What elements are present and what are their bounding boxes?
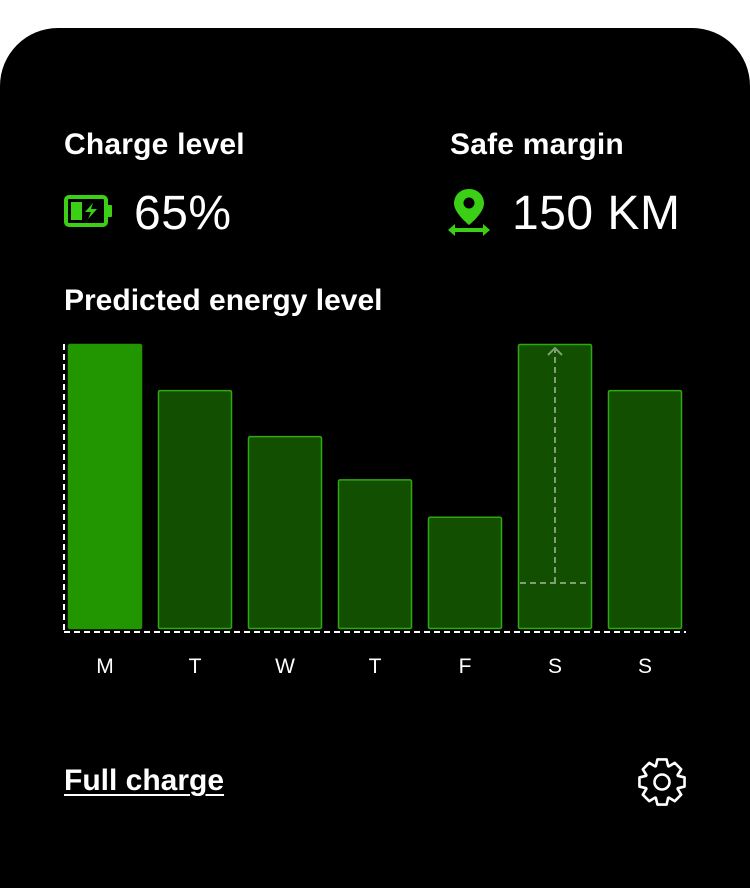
safe-margin-value: 150 KM: [512, 186, 681, 240]
chart-bar-5[interactable]: [517, 343, 593, 630]
battery-charging-icon: [64, 194, 114, 232]
charge-level-row: 65%: [64, 182, 232, 244]
chart-tick-label: W: [275, 655, 295, 678]
selected-level-arrowhead: [547, 346, 563, 356]
charge-level-label: Charge level: [64, 128, 245, 161]
chart-bar-6[interactable]: [607, 389, 683, 630]
full-charge-link[interactable]: Full charge: [64, 764, 225, 797]
safe-margin-label: Safe margin: [450, 128, 624, 161]
chart-title: Predicted energy level: [64, 284, 383, 317]
safe-margin-row: 150 KM: [446, 182, 680, 244]
gear-icon[interactable]: [634, 754, 690, 810]
chart-tick-label: T: [189, 655, 202, 678]
charge-level-value: 65%: [134, 186, 232, 240]
chart-bar-1[interactable]: [157, 389, 233, 630]
chart-bar-2[interactable]: [247, 435, 323, 630]
chart-bar-3[interactable]: [337, 479, 413, 630]
chart-bar-0[interactable]: [67, 343, 143, 630]
chart-tick-label: S: [548, 655, 562, 678]
chart-tick-label: M: [96, 655, 114, 678]
chart-tick-label: T: [369, 655, 382, 678]
chart-bar-4[interactable]: [427, 516, 503, 630]
gear-outline: [638, 758, 686, 806]
location-range-icon: [446, 186, 492, 241]
chart-tick-label: F: [459, 655, 472, 678]
gear-hole: [653, 773, 671, 791]
chart-tick-label: S: [638, 655, 652, 678]
energy-card: Charge level 65% Safe margin: [0, 28, 750, 888]
